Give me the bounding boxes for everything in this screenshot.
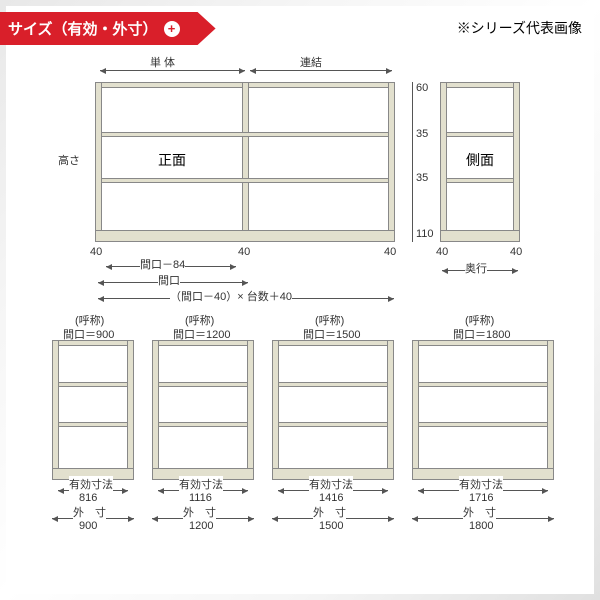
effective-value: 816 [79, 492, 97, 504]
right-dim-axis [412, 82, 413, 242]
plus-icon[interactable]: + [164, 21, 180, 37]
outer-label: 外 寸 [183, 504, 216, 520]
long-formula-label: （間口－40）× 台数＋40 [170, 288, 292, 304]
size-shelf-2 [272, 340, 394, 480]
outer-label: 外 寸 [463, 504, 496, 520]
dim-35b: 35 [416, 172, 428, 184]
dim40-4: 40 [436, 246, 448, 258]
effective-label: 有効寸法 [69, 476, 113, 492]
maguchi84-label: 間口－84 [140, 256, 185, 272]
dim-35a: 35 [416, 128, 428, 140]
effective-value: 1116 [189, 492, 212, 504]
sokumen-label: 側面 [466, 150, 494, 170]
dim40-5: 40 [510, 246, 522, 258]
size-header-text: サイズ（有効・外寸） [8, 18, 158, 39]
outer-label: 外 寸 [73, 504, 106, 520]
outer-value: 1800 [469, 520, 493, 532]
size-shelf-3 [412, 340, 554, 480]
takasa-label: 高さ [58, 152, 80, 168]
renketsu-span [250, 70, 392, 71]
effective-value: 1416 [319, 492, 343, 504]
outer-label: 外 寸 [313, 504, 346, 520]
dim40-1: 40 [90, 246, 102, 258]
okuyuki-label: 奥行 [465, 260, 487, 276]
dim40-2: 40 [238, 246, 250, 258]
tantai-span [100, 70, 245, 71]
outer-value: 1200 [189, 520, 213, 532]
dim40-3: 40 [384, 246, 396, 258]
dim-60: 60 [416, 82, 428, 94]
size-header: サイズ（有効・外寸） + [0, 12, 216, 45]
shomen-label: 正面 [158, 150, 186, 170]
effective-value: 1716 [469, 492, 493, 504]
front-shelf-unit [95, 82, 395, 242]
series-note: ※シリーズ代表画像 [457, 18, 582, 38]
outer-value: 900 [79, 520, 97, 532]
effective-label: 有効寸法 [179, 476, 223, 492]
size-shelf-1 [152, 340, 254, 480]
tantai-label: 単 体 [150, 54, 175, 70]
effective-label: 有効寸法 [309, 476, 353, 492]
renketsu-label: 連結 [300, 54, 322, 70]
dim-110: 110 [416, 228, 434, 240]
effective-label: 有効寸法 [459, 476, 503, 492]
outer-value: 1500 [319, 520, 343, 532]
size-shelf-0 [52, 340, 134, 480]
maguchi-label: 間口 [158, 272, 180, 288]
